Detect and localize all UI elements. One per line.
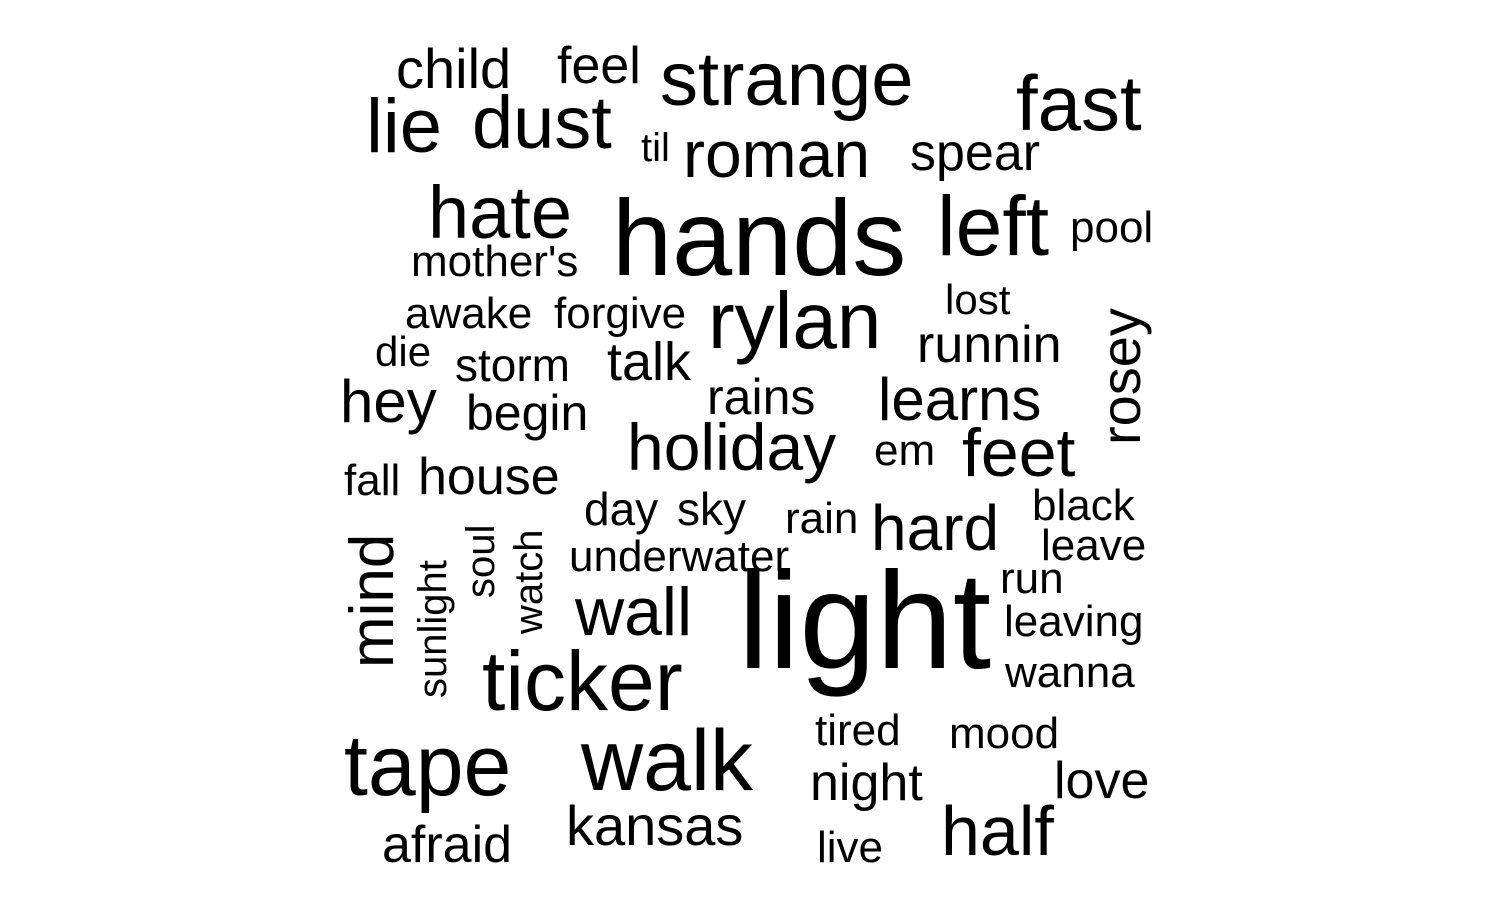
word-runnin: runnin: [917, 316, 1062, 374]
word-day: day: [584, 483, 658, 535]
word-walk: walk: [580, 713, 754, 809]
word-hey: hey: [340, 368, 437, 435]
word-hands: hands: [612, 177, 906, 298]
word-talk: talk: [607, 332, 692, 392]
word-afraid: afraid: [382, 816, 512, 874]
word-black: black: [1032, 481, 1136, 530]
word-mood: mood: [949, 709, 1059, 758]
word-begin: begin: [466, 385, 588, 441]
word-tired: tired: [815, 706, 901, 755]
word-forgive: forgive: [554, 289, 686, 338]
word-mind: mind: [338, 534, 407, 668]
word-watch: watch: [507, 530, 551, 636]
word-house: house: [418, 448, 560, 506]
word-underwater: underwater: [569, 532, 789, 581]
word-rylan: rylan: [708, 276, 881, 365]
word-live: live: [817, 823, 883, 872]
word-hate: hate: [428, 171, 572, 254]
word-lost: lost: [945, 276, 1011, 323]
word-sunlight: sunlight: [411, 560, 455, 698]
word-left: left: [937, 179, 1049, 273]
word-feet: feet: [962, 415, 1076, 491]
word-fall: fall: [344, 456, 400, 505]
word-spear: spear: [910, 124, 1040, 182]
word-soul: soul: [459, 525, 503, 598]
word-sky: sky: [677, 483, 746, 535]
word-kansas: kansas: [566, 794, 743, 857]
word-feel: feel: [557, 37, 641, 95]
word-roman: roman: [683, 117, 870, 191]
word-rosey: rosey: [1089, 308, 1152, 445]
word-ticker: ticker: [482, 634, 683, 728]
word-lie: lie: [366, 84, 442, 169]
word-love: love: [1054, 752, 1149, 810]
word-awake: awake: [405, 289, 532, 338]
word-storm: storm: [455, 339, 570, 391]
word-hard: hard: [871, 492, 999, 564]
word-strange: strange: [660, 37, 914, 122]
word-half: half: [941, 792, 1054, 870]
word-wanna: wanna: [1004, 648, 1135, 697]
word-tape: tape: [344, 718, 511, 814]
word-die: die: [375, 328, 431, 375]
word-mother-s: mother's: [411, 237, 578, 286]
word-leave: leave: [1041, 521, 1146, 570]
word-pool: pool: [1070, 203, 1153, 252]
word-night: night: [810, 754, 923, 812]
word-dust: dust: [472, 81, 612, 164]
word-rain: rain: [785, 494, 858, 543]
word-fast: fast: [1016, 59, 1142, 147]
word-child: child: [396, 37, 511, 100]
word-learns: learns: [878, 366, 1041, 433]
word-leaving: leaving: [1004, 597, 1143, 646]
word-run: run: [1000, 554, 1064, 603]
word-holiday: holiday: [627, 410, 836, 484]
word-wall: wall: [574, 574, 692, 650]
word-rains: rains: [707, 369, 815, 425]
word-til: til: [641, 126, 670, 170]
word-em: em: [874, 426, 935, 475]
word-light: light: [738, 544, 991, 698]
